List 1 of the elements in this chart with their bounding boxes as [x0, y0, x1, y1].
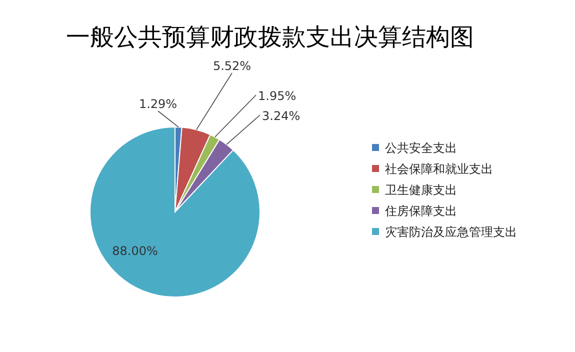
title: 一般公共预算财政拨款支出决算结构图 — [66, 23, 474, 51]
